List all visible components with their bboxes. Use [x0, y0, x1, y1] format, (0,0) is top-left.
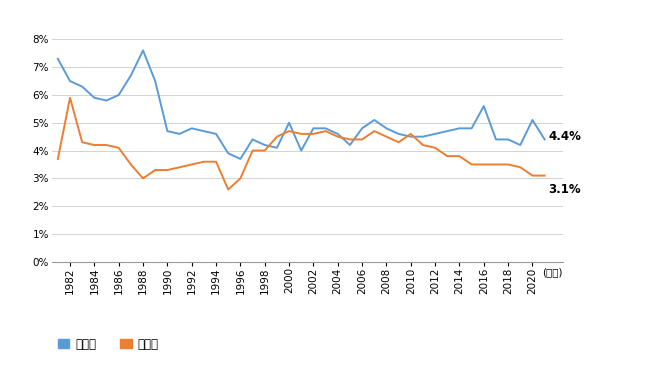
Text: (年度): (年度) [542, 267, 563, 277]
Text: 3.1%: 3.1% [548, 183, 581, 196]
Text: 4.4%: 4.4% [548, 130, 581, 143]
Legend: 開業率, 廃業率: 開業率, 廃業率 [58, 338, 159, 351]
